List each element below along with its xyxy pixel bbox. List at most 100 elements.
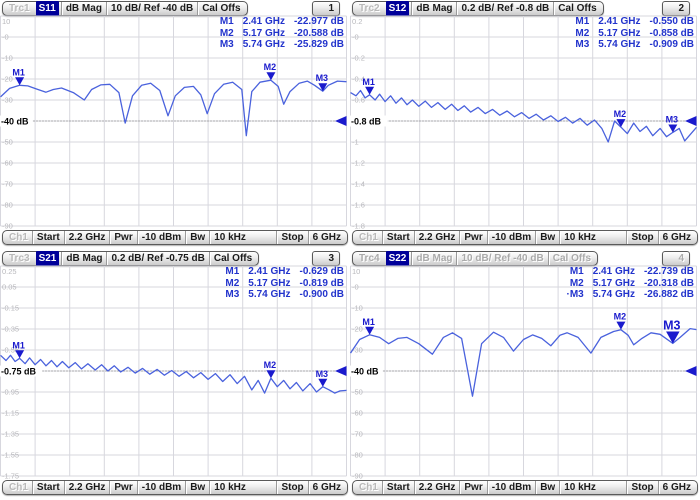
marker-value: -20.588 dB: [293, 27, 344, 39]
start-freq-value[interactable]: 2.2 GHz: [413, 481, 460, 494]
plot-area: 10 -0 -10 -20 -30 -50 -60 -70 -80 -90 -40 dB M1 M2 M3…: [350, 265, 700, 481]
start-freq-key[interactable]: Start: [31, 231, 64, 244]
trace-curve: [350, 89, 697, 143]
channel-name-label: Ch1: [9, 482, 28, 493]
ref-label-backdrop: [350, 365, 383, 377]
ref-level-arrow[interactable]: [335, 116, 347, 126]
stop-freq-key[interactable]: Stop: [626, 481, 657, 494]
axis-tick-label: -0.15: [2, 304, 19, 313]
marker-symbol[interactable]: [365, 86, 375, 95]
ref-level-label: -40 dB: [1, 117, 29, 127]
marker-symbol[interactable]: [616, 119, 626, 128]
power-value[interactable]: -10 dBm: [136, 231, 185, 244]
axis-tick-label: -1.2: [352, 159, 365, 168]
power-key[interactable]: Pwr: [459, 231, 486, 244]
axis-tick-label: -80: [352, 451, 363, 460]
ref-level-label: -40 dB: [351, 367, 379, 377]
marker-symbol[interactable]: [616, 321, 626, 330]
trace-format-button[interactable]: dB Mag: [61, 252, 106, 265]
stop-freq-value[interactable]: 6 GHz: [657, 231, 695, 244]
start-freq-key[interactable]: Start: [31, 481, 64, 494]
power-value[interactable]: -10 dBm: [486, 481, 535, 494]
trace-format-button[interactable]: dB Mag: [411, 2, 456, 15]
axis-tick-label: -1.6: [352, 201, 365, 210]
axis-tick-label: 10: [352, 267, 360, 276]
sparameter-badge[interactable]: S11: [35, 1, 59, 16]
cal-offset-button[interactable]: Cal Offs: [547, 252, 595, 265]
bandwidth-value[interactable]: 10 kHz: [209, 231, 250, 244]
cal-offset-button[interactable]: Cal Offs: [208, 252, 256, 265]
cal-offset-button[interactable]: Cal Offs: [553, 2, 600, 15]
bandwidth-value[interactable]: 10 kHz: [209, 481, 250, 494]
power-key[interactable]: Pwr: [109, 481, 136, 494]
diagram-number-button[interactable]: 3: [312, 251, 340, 266]
start-freq-key[interactable]: Start: [381, 481, 414, 494]
marker-symbol[interactable]: [266, 72, 276, 81]
axis-tick-label: -0: [352, 283, 359, 292]
power-value[interactable]: -10 dBm: [486, 231, 535, 244]
power-key[interactable]: Pwr: [459, 481, 486, 494]
sparameter-badge[interactable]: S21: [35, 251, 60, 266]
trace-scale-button[interactable]: 10 dB/ Ref -40 dB: [105, 2, 197, 15]
start-freq-value[interactable]: 2.2 GHz: [63, 231, 110, 244]
bandwidth-key[interactable]: Bw: [535, 231, 559, 244]
ref-level-label: -0.75 dB: [1, 367, 37, 377]
stop-freq-key[interactable]: Stop: [276, 481, 307, 494]
start-freq-value[interactable]: 2.2 GHz: [413, 231, 460, 244]
bandwidth-key[interactable]: Bw: [185, 231, 209, 244]
ref-level-arrow[interactable]: [685, 366, 697, 376]
bandwidth-key[interactable]: Bw: [185, 481, 209, 494]
axis-tick-label: -0.55: [2, 346, 19, 355]
ref-level-arrow[interactable]: [335, 366, 347, 376]
axis-tick-label: -10: [352, 304, 363, 313]
stop-freq-key[interactable]: Stop: [626, 231, 657, 244]
marker-readout: M1 2.41 GHz -22.739 dB M2 5.17 GHz -20.3…: [566, 266, 694, 301]
trace-scale-button[interactable]: 0.2 dB/ Ref -0.8 dB: [456, 2, 553, 15]
stop-freq-value[interactable]: 6 GHz: [307, 481, 345, 494]
marker-symbol-label: M2: [264, 360, 277, 370]
marker-symbol-label: M3: [663, 318, 680, 332]
trace-scale-button[interactable]: 0.2 dB/ Ref -0.75 dB: [106, 252, 208, 265]
power-value[interactable]: -10 dBm: [136, 481, 185, 494]
axis-tick-label: -70: [352, 430, 363, 439]
marker-symbol[interactable]: [668, 124, 678, 133]
axis-tick-label: -1.75: [2, 472, 19, 481]
marker-symbol[interactable]: [318, 378, 328, 387]
marker-symbol[interactable]: [15, 77, 25, 86]
marker-label: M2: [569, 277, 584, 289]
bandwidth-value[interactable]: 10 kHz: [559, 231, 600, 244]
start-freq-key[interactable]: Start: [381, 231, 414, 244]
diagram-number-button[interactable]: 1: [312, 1, 340, 16]
cal-offset-button[interactable]: Cal Offs: [197, 2, 244, 15]
bandwidth-key[interactable]: Bw: [535, 481, 559, 494]
channel-name-label: Ch1: [359, 232, 378, 243]
trace-name-label: Trc4: [359, 253, 380, 264]
stop-freq-value[interactable]: 6 GHz: [657, 481, 695, 494]
stop-freq-value[interactable]: 6 GHz: [307, 231, 345, 244]
marker-value: -0.550 dB: [649, 16, 694, 27]
axis-tick-label: -1.8: [352, 222, 365, 231]
marker-label: M3: [219, 39, 234, 50]
sparameter-badge[interactable]: S22: [385, 251, 410, 266]
marker-symbol[interactable]: [318, 83, 328, 92]
marker-symbol[interactable]: [266, 370, 276, 379]
trace-format-button[interactable]: dB Mag: [411, 252, 456, 265]
power-key[interactable]: Pwr: [109, 231, 136, 244]
channel-settings-bar: Ch1 Start 2.2 GHz Pwr -10 dBm Bw 10 kHz …: [352, 480, 698, 495]
marker-symbol-label: M3: [316, 73, 329, 83]
marker-symbol[interactable]: [666, 331, 680, 344]
trace-scale-button[interactable]: 10 dB/ Ref -40 dB: [456, 252, 547, 265]
marker-symbol[interactable]: [15, 350, 25, 359]
ref-level-arrow[interactable]: [685, 116, 697, 126]
diagram-area: Trc3 S21 dB Mag 0.2 dB/ Ref -0.75 dB Cal…: [0, 250, 350, 500]
marker-symbol-label: M2: [614, 312, 627, 322]
marker-symbol[interactable]: [365, 326, 375, 335]
start-freq-value[interactable]: 2.2 GHz: [63, 481, 110, 494]
diagram-number-button[interactable]: 4: [662, 251, 690, 266]
trace-format-button[interactable]: dB Mag: [60, 2, 106, 15]
diagram-number-button[interactable]: 2: [662, 1, 690, 16]
bandwidth-value[interactable]: 10 kHz: [559, 481, 600, 494]
stop-freq-key[interactable]: Stop: [276, 231, 307, 244]
sparameter-badge[interactable]: S12: [385, 1, 410, 16]
